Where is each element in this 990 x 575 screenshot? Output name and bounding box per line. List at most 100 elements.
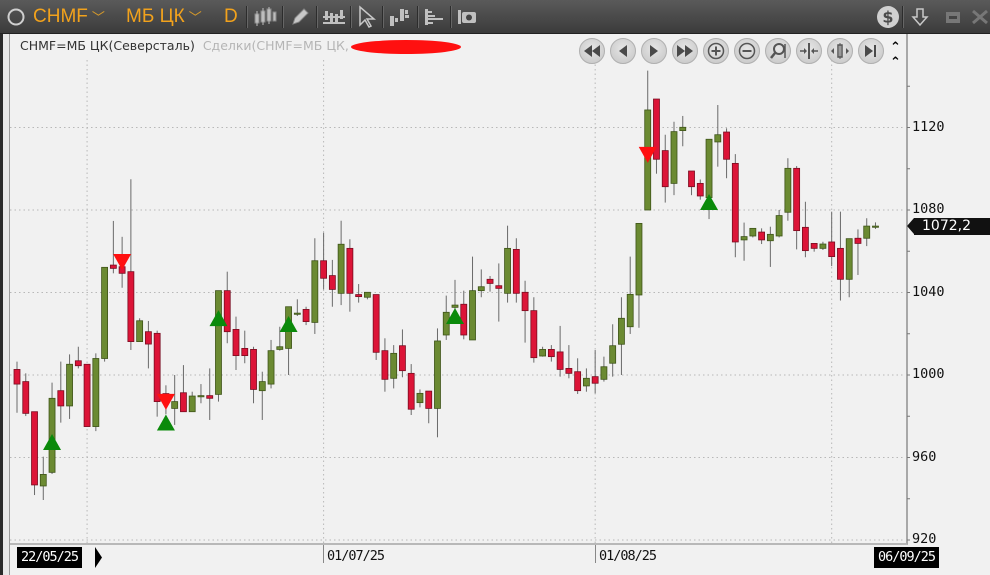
chart-plot-area[interactable] <box>10 34 908 545</box>
candle-body-down <box>565 367 573 374</box>
candle <box>819 241 827 251</box>
go-to-last-button[interactable] <box>858 38 884 64</box>
sell-marker-triangle <box>113 253 132 270</box>
candle <box>39 456 47 500</box>
candle-body-down <box>661 150 669 188</box>
chevron-down-icon: ﹀ <box>91 11 105 26</box>
pencil-icon[interactable] <box>289 0 311 33</box>
download-arrow-icon[interactable] <box>911 0 929 33</box>
candle-body-up <box>136 320 144 342</box>
candle <box>276 326 284 351</box>
candle <box>258 371 266 420</box>
ticker-selector[interactable]: CHMF ﹀ <box>33 0 105 33</box>
candle <box>469 256 476 341</box>
candle-body-down <box>574 371 582 392</box>
candle-body-up <box>416 392 424 404</box>
candle-body-up <box>872 225 879 228</box>
candle <box>407 364 415 416</box>
candle-body-down <box>547 349 555 358</box>
candle <box>328 259 336 307</box>
cursor-icon[interactable] <box>357 0 377 33</box>
candle-body-up <box>215 290 222 395</box>
candle-body-down <box>109 264 117 269</box>
candle <box>749 227 757 238</box>
candle-body-up <box>679 126 687 131</box>
candle-body-down <box>346 247 354 294</box>
candle-body-up <box>740 236 748 241</box>
candle-body-up <box>337 243 345 294</box>
candle-body-down <box>57 390 65 407</box>
scroll-start-button[interactable] <box>579 38 605 64</box>
bar-volume-icon[interactable] <box>388 0 412 33</box>
x-end-date: 06/09/25 <box>874 547 940 568</box>
expand-button[interactable] <box>827 38 853 64</box>
zoom-fit-button[interactable] <box>765 38 791 64</box>
candle <box>250 346 257 404</box>
candle <box>372 294 380 360</box>
y-minor-ticks <box>907 85 910 541</box>
legend-trades[interactable]: Сделки(CHMF=МБ ЦК, <box>202 38 349 53</box>
candle <box>854 229 862 275</box>
candle-body-down <box>810 243 818 249</box>
step-forward-button[interactable] <box>641 38 667 64</box>
board-selector[interactable]: МБ ЦК ﹀ <box>126 0 202 33</box>
candle-body-up <box>101 266 108 359</box>
candle <box>232 316 240 371</box>
zoom-out-button[interactable] <box>734 38 760 64</box>
candle <box>101 266 108 362</box>
orderbook-icon[interactable] <box>423 0 445 33</box>
dollar-icon[interactable]: $ <box>876 0 900 33</box>
chart-settings-icon[interactable] <box>321 0 347 33</box>
collapse-panel-icon[interactable]: ⌃ ⌃ <box>890 40 901 70</box>
close-icon[interactable] <box>970 0 990 33</box>
step-back-button[interactable] <box>610 38 636 64</box>
candle-body-down <box>758 231 765 241</box>
candle-body-down <box>328 275 336 290</box>
interval-selector[interactable]: D <box>224 0 238 33</box>
candles-icon[interactable] <box>253 0 277 33</box>
status-circle-icon[interactable] <box>6 0 26 33</box>
candle-body-up <box>775 215 783 237</box>
candle <box>837 211 844 301</box>
candle-body-down <box>556 351 564 370</box>
x-tick-label: 01/08/25 <box>599 548 657 564</box>
candle <box>810 243 818 252</box>
candle-body-down <box>793 167 801 232</box>
candle <box>644 70 652 211</box>
candle <box>486 276 494 292</box>
chart-legend: CHMF=МБ ЦК(Северсталь) Сделки(CHMF=МБ ЦК, <box>20 38 461 54</box>
minimize-icon[interactable] <box>944 0 962 33</box>
y-tick-label: 1120 <box>912 119 945 135</box>
candle-body-down <box>241 347 249 357</box>
camera-icon[interactable] <box>456 0 478 33</box>
candle-body-up <box>469 290 476 341</box>
zoom-in-button[interactable] <box>703 38 729 64</box>
candle <box>215 290 222 402</box>
candle-body-down <box>407 372 415 410</box>
legend-series[interactable]: CHMF=МБ ЦК(Северсталь) <box>20 38 195 53</box>
candle <box>425 390 433 424</box>
x-start-arrow <box>95 547 102 568</box>
candle-body-up <box>863 225 871 239</box>
scroll-end-button[interactable] <box>672 38 698 64</box>
candle-body-down <box>802 226 809 252</box>
candle <box>583 368 590 392</box>
candle-body-down <box>302 309 310 322</box>
candle <box>399 329 406 378</box>
buy-marker-triangle <box>279 316 298 333</box>
candle-body-up <box>626 293 634 328</box>
candle <box>48 382 56 474</box>
candle-body-down <box>355 294 363 298</box>
candle <box>31 411 38 496</box>
candle <box>267 339 275 389</box>
candle-body-up <box>311 260 319 323</box>
minus-circle-icon <box>738 42 756 60</box>
buy-marker-triangle <box>209 310 228 327</box>
candle-body-down <box>31 411 38 486</box>
candle <box>346 239 354 312</box>
candle-body-down <box>127 271 135 342</box>
compress-button[interactable] <box>796 38 822 64</box>
candle-body-up <box>609 345 617 364</box>
candle <box>565 345 573 379</box>
